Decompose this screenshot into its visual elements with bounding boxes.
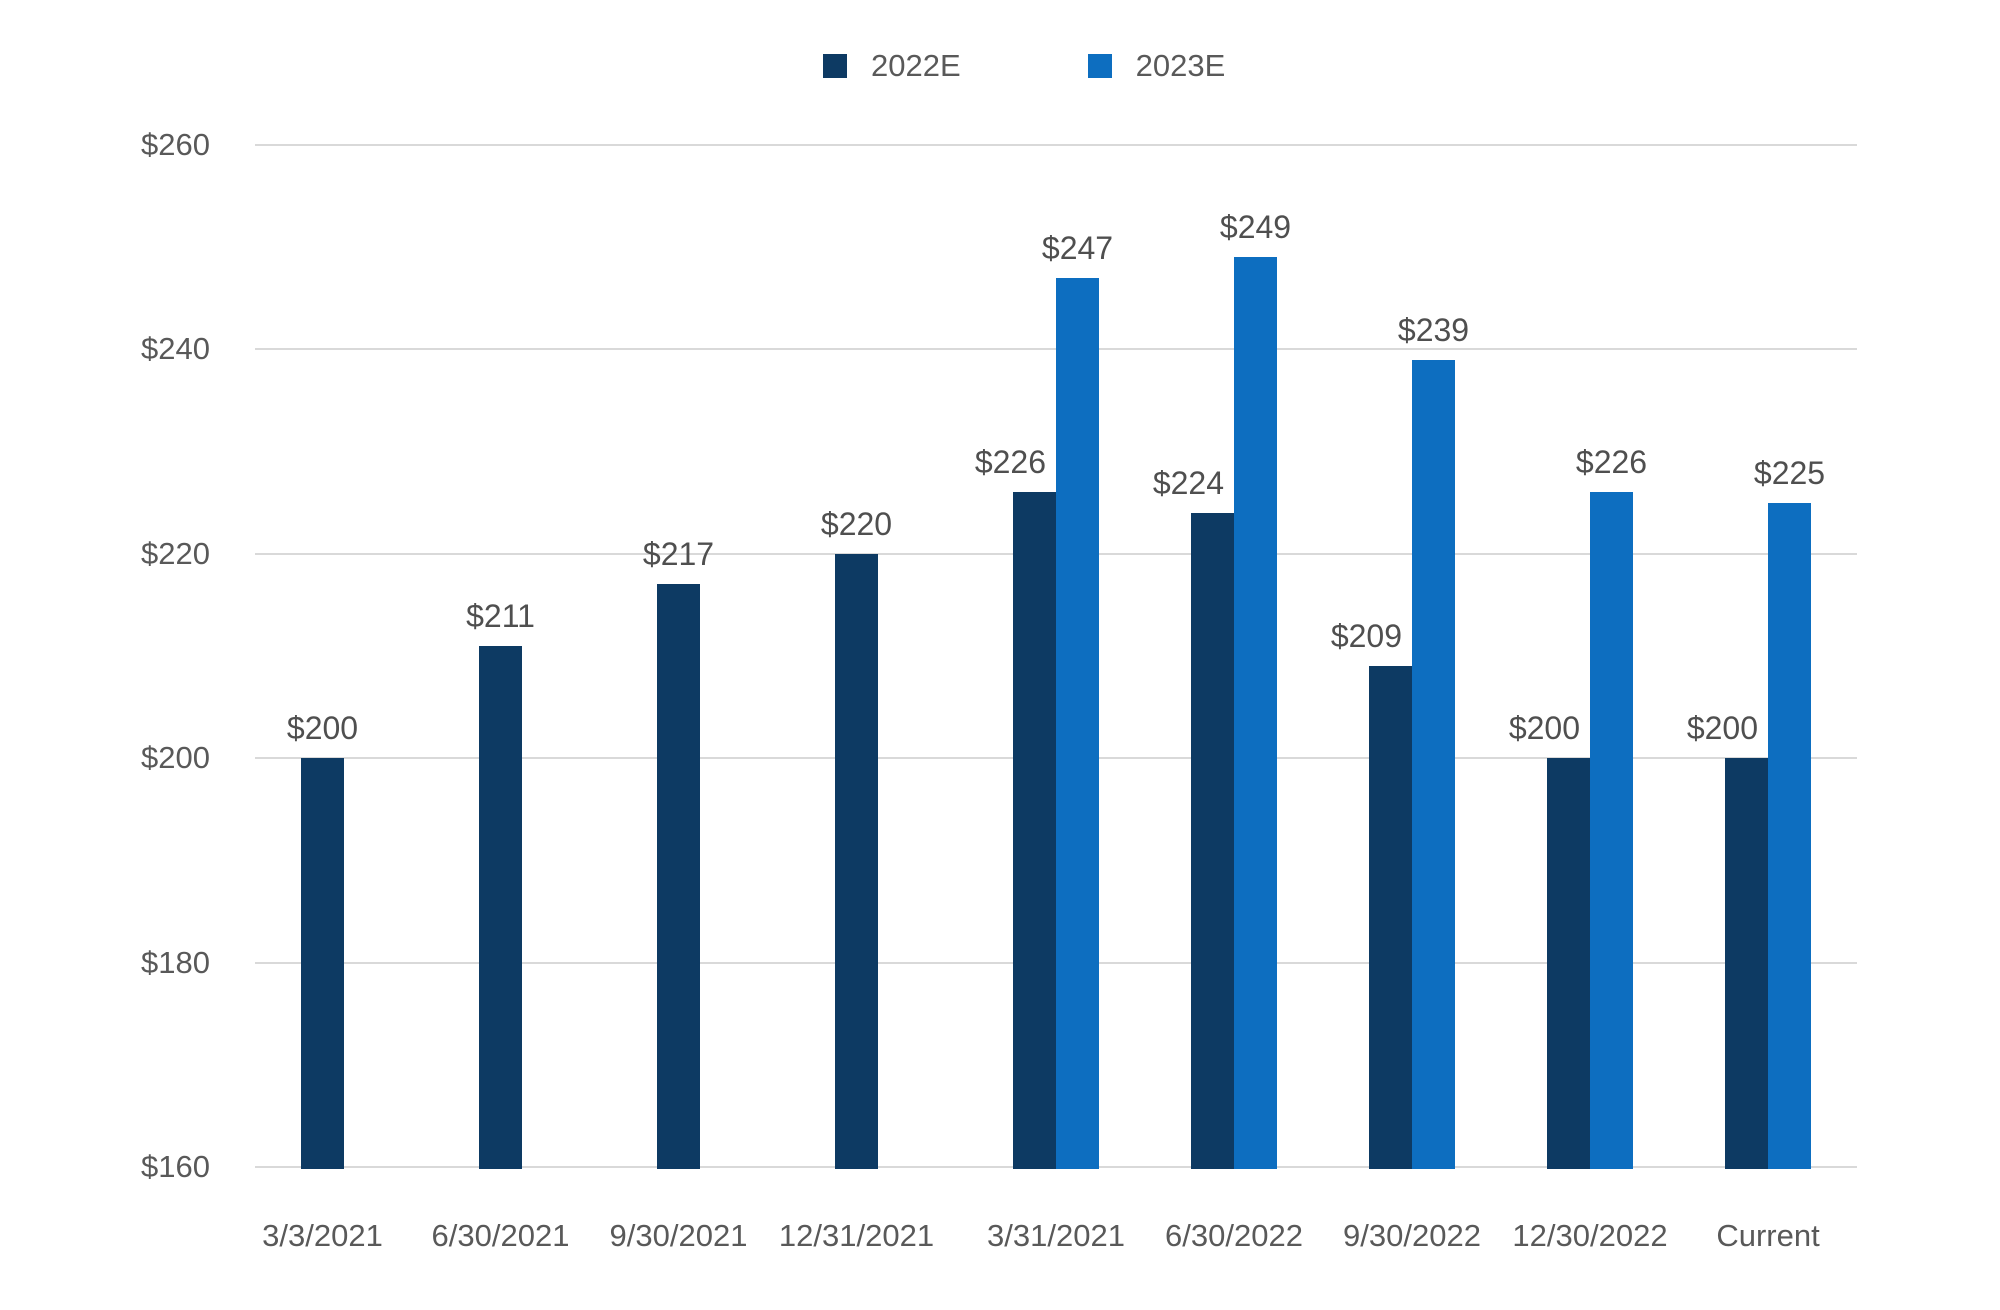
x-axis-label: Current [1716,1218,1820,1253]
y-axis-label: $220 [141,535,210,571]
bar-2022E [1013,492,1056,1169]
bar-value-label: $226 [974,444,1046,481]
x-axis-label: 12/30/2022 [1512,1218,1668,1253]
bar-value-label: $209 [1330,618,1402,655]
bar-2023E [1412,359,1455,1169]
legend-item-2023E: 2023E [1087,48,1226,83]
bar-2022E [1369,666,1412,1169]
legend-label: 2023E [1135,48,1226,83]
bar-2023E [1056,277,1099,1169]
bar-value-label: $200 [1508,710,1580,747]
bar-value-label: $217 [642,536,715,573]
bar-2023E [1768,502,1811,1169]
chart-legend: 2022E 2023E [823,50,1225,81]
x-axis-label: 6/30/2022 [1165,1218,1303,1253]
bar-value-label: $200 [286,710,359,747]
bar-value-label: $239 [1397,311,1470,348]
bar-2023E [1234,257,1277,1169]
legend-swatch-icon [1087,53,1112,78]
y-axis-label: $160 [141,1149,210,1184]
bar-2023E [1590,492,1633,1169]
bar-value-label: $249 [1219,209,1292,246]
y-axis-label: $240 [141,331,210,367]
x-axis-label: 6/30/2021 [431,1218,570,1253]
x-axis-label: 12/31/2021 [778,1218,935,1253]
legend-item-2022E: 2022E [823,50,961,81]
bar-value-label: $225 [1753,454,1826,491]
y-axis-label: $260 [141,127,210,162]
bar-2022E [1191,512,1234,1169]
bar-2022E [1547,758,1590,1169]
bar-2022E [835,553,878,1169]
bar-value-label: $247 [1041,229,1114,266]
bar-value-label: $226 [1575,444,1648,481]
bar-2022E [479,645,522,1169]
bar-value-label: $224 [1152,464,1224,501]
gridline [255,144,1857,146]
bar-value-label: $200 [1686,710,1758,747]
bar-value-label: $220 [820,505,893,542]
x-axis-label: 9/30/2022 [1343,1218,1481,1253]
y-axis-label: $180 [141,944,210,980]
bar-2022E [657,584,700,1169]
legend-swatch-icon [823,53,847,78]
x-axis-label: 3/3/2021 [262,1218,383,1253]
bar-2022E [1725,758,1768,1169]
x-axis-label: 9/30/2021 [609,1218,748,1253]
x-axis-label: 3/31/2021 [987,1218,1125,1253]
legend-label: 2022E [871,48,961,83]
bar-2022E [301,758,344,1169]
y-axis-label: $200 [141,740,210,776]
bar-value-label: $211 [466,597,535,634]
